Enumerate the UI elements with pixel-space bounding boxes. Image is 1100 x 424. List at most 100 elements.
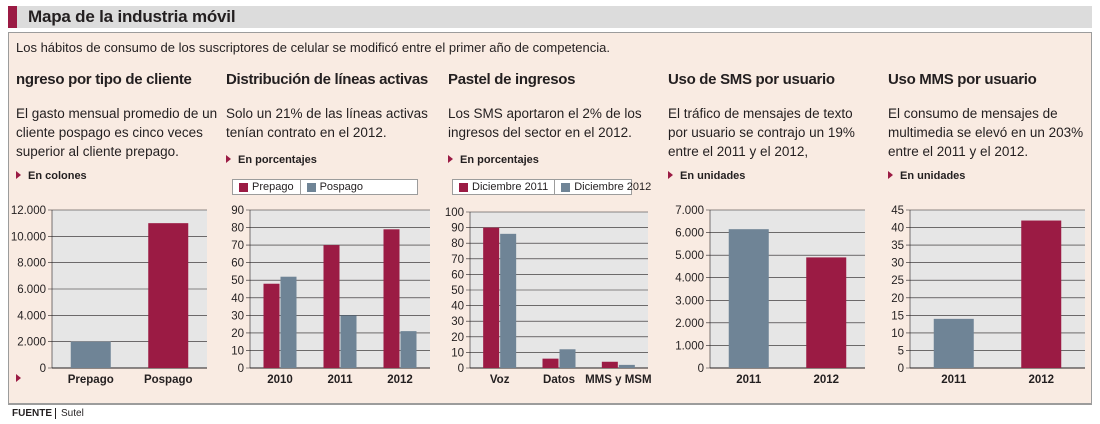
chart-title: Pastel de ingresos — [448, 71, 576, 88]
y-tick-label: 70 — [451, 254, 464, 266]
bar — [1021, 220, 1062, 368]
legend-swatch — [239, 182, 248, 192]
triangle-icon — [226, 155, 231, 163]
chart-title: Uso MMS por usuario — [888, 71, 1037, 88]
y-tick-label: 10.000 — [11, 231, 46, 243]
chart-title: ngreso por tipo de cliente — [16, 71, 192, 88]
x-tick-label: Voz — [490, 374, 510, 386]
y-tick-label: 5.000 — [675, 250, 704, 262]
y-tick-label: 6.000 — [17, 284, 46, 296]
chart-svg: 0 1.000 2.000 3.000 4.000 5.000 6.000 7.000 2011… — [675, 205, 865, 386]
triangle-icon — [888, 171, 893, 179]
source-value: Sutel — [61, 408, 84, 419]
y-tick-label: 40 — [451, 301, 464, 313]
y-tick-label: 30 — [451, 316, 464, 328]
y-tick-label: 15 — [891, 310, 904, 322]
chart-description: El consumo de mensajes de multimedia se … — [888, 104, 1083, 161]
x-tick-label: 2011 — [941, 374, 967, 386]
y-tick-label: 45 — [891, 205, 904, 217]
bar — [601, 361, 618, 368]
description-line: ingresos del sector en el 2012. — [448, 125, 632, 140]
y-tick-label: 10 — [451, 347, 464, 359]
y-tick-label: 30 — [231, 310, 244, 322]
y-tick-label: 40 — [231, 293, 244, 305]
plot-background — [250, 210, 430, 368]
y-tick-label: 50 — [451, 285, 464, 297]
bar — [280, 276, 297, 368]
unit-label: En porcentajes — [448, 153, 539, 167]
legend-label: Prepago — [252, 181, 294, 193]
y-tick-label: 60 — [451, 269, 464, 281]
y-tick-label: 0 — [898, 363, 904, 375]
x-tick-label: MMS y MSM — [585, 374, 651, 386]
bar — [500, 233, 517, 368]
y-tick-label: 7.000 — [675, 205, 704, 217]
description-line: El consumo de mensajes de — [888, 106, 1058, 121]
y-tick-label: 25 — [891, 275, 904, 287]
description-line: El gasto mensual promedio de un — [16, 106, 218, 121]
header-bar: Mapa de la industria móvil — [8, 6, 1092, 28]
y-tick-label: 30 — [891, 258, 904, 270]
y-tick-label: 35 — [891, 240, 904, 252]
y-tick-label: 80 — [451, 238, 464, 250]
bar — [618, 364, 635, 368]
intro-text: Los hábitos de consumo de los suscriptor… — [16, 40, 610, 55]
y-tick-label: 80 — [231, 223, 244, 235]
description-line: Solo un 21% de las líneas activas — [226, 106, 428, 121]
source-divider — [55, 408, 56, 419]
x-tick-label: 2012 — [387, 374, 413, 386]
y-tick-label: 1.000 — [675, 340, 704, 352]
description-line: superior al cliente prepago. — [16, 144, 179, 159]
y-tick-label: 0 — [238, 363, 244, 375]
bar — [728, 229, 769, 368]
legend-item: Diciembre 2012 — [554, 180, 657, 194]
x-tick-label: Prepago — [68, 374, 114, 386]
y-tick-label: 10 — [891, 328, 904, 340]
y-tick-label: 70 — [231, 240, 244, 252]
bar — [933, 318, 974, 368]
y-tick-label: 20 — [891, 293, 904, 305]
x-tick-label: 2011 — [328, 374, 354, 386]
unit-label: En unidades — [668, 169, 745, 183]
x-tick-label: Datos — [543, 374, 575, 386]
page-title: Mapa de la industria móvil — [28, 7, 236, 26]
x-tick-label: Pospago — [144, 374, 193, 386]
source-label: FUENTE — [12, 408, 52, 419]
bar — [400, 331, 417, 368]
x-tick-label: 2012 — [813, 374, 839, 386]
unit-text: En porcentajes — [238, 154, 317, 166]
chart-title: Distribución de líneas activas — [226, 71, 428, 88]
y-tick-label: 90 — [231, 205, 244, 217]
y-tick-label: 20 — [231, 328, 244, 340]
y-tick-label: 4.000 — [17, 310, 46, 322]
bar — [383, 229, 400, 368]
legend-label: Pospago — [319, 181, 364, 193]
header-accent — [8, 6, 17, 28]
y-tick-label: 4.000 — [675, 273, 704, 285]
legend-item: Prepago — [233, 180, 300, 194]
y-tick-label: 50 — [231, 275, 244, 287]
chart-description: Los SMS aportaron el 2% de los ingresos … — [448, 104, 642, 142]
description-line: multimedia se elevó en un 203% — [888, 125, 1084, 140]
description-line: entre el 2011 y el 2012, — [668, 144, 809, 159]
triangle-icon — [668, 171, 673, 179]
description-line: por usuario se contrajo un 19% — [668, 125, 855, 140]
unit-text: En porcentajes — [460, 154, 539, 166]
bar — [559, 349, 576, 368]
legend-label: Diciembre 2011 — [472, 181, 549, 193]
y-tick-label: 12.000 — [11, 205, 46, 217]
triangle-icon — [448, 155, 453, 163]
bar — [148, 223, 189, 368]
description-line: entre el 2011 y el 2012. — [888, 144, 1029, 159]
unit-label: En colones — [16, 169, 87, 183]
unit-label: En unidades — [888, 169, 965, 183]
y-tick-label: 60 — [231, 258, 244, 270]
bar — [70, 341, 111, 368]
chart-description: El tráfico de mensajes de texto por usua… — [668, 104, 855, 161]
chart-svg: 0 10 20 30 40 50 60 70 80 90 100 Voz Datos MMS y MSM — [445, 207, 652, 386]
legend-swatch — [459, 182, 468, 192]
bar — [263, 283, 280, 368]
chart-description: El gasto mensual promedio de un cliente … — [16, 104, 217, 161]
y-tick-label: 0 — [698, 363, 704, 375]
